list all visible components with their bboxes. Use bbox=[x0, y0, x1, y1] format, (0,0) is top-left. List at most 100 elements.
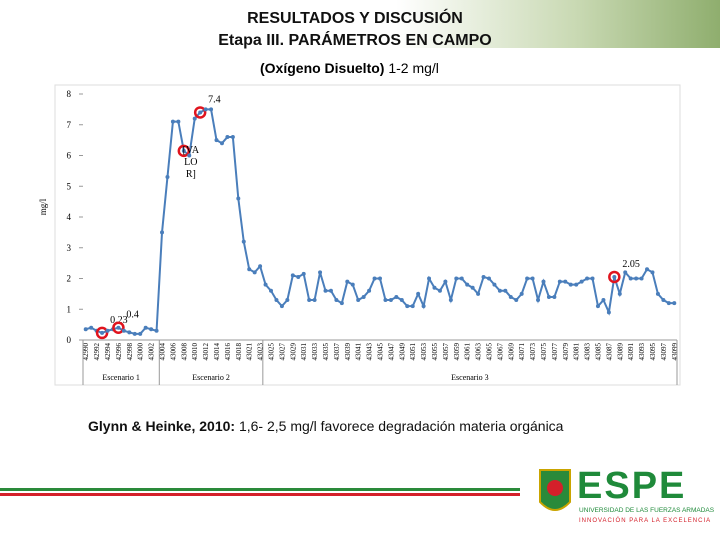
data-point bbox=[279, 304, 284, 309]
data-point bbox=[296, 274, 301, 279]
data-point bbox=[170, 119, 175, 124]
data-point bbox=[634, 276, 639, 281]
chart-title-rest: 1-2 mg/l bbox=[388, 60, 439, 76]
data-point bbox=[568, 282, 573, 287]
data-point bbox=[160, 230, 165, 235]
data-point bbox=[301, 271, 306, 276]
data-point bbox=[410, 304, 415, 309]
x-tick-label: 43002 bbox=[148, 343, 156, 361]
x-tick-label: 43085 bbox=[594, 343, 602, 361]
x-tick-label: 43018 bbox=[235, 343, 243, 361]
y-axis-label: mg/l bbox=[38, 198, 48, 215]
data-point bbox=[83, 327, 88, 332]
data-point bbox=[525, 276, 530, 281]
data-point bbox=[497, 288, 502, 293]
data-point bbox=[383, 298, 388, 303]
x-tick-label: 43027 bbox=[278, 343, 286, 361]
x-tick-label: 43023 bbox=[257, 343, 265, 361]
x-tick-label: 42994 bbox=[104, 343, 112, 361]
logo-emblem bbox=[547, 480, 563, 496]
data-point bbox=[263, 282, 268, 287]
x-tick-label: 43091 bbox=[627, 343, 635, 361]
data-point bbox=[334, 298, 339, 303]
x-tick-label: 43025 bbox=[268, 343, 276, 361]
data-point bbox=[470, 285, 475, 290]
chart-title: (Oxígeno Disuelto) 1-2 mg/l bbox=[260, 60, 439, 76]
logo-line2: INNOVACIÓN PARA LA EXCELENCIA bbox=[579, 517, 711, 524]
x-tick-label: 43051 bbox=[409, 343, 417, 361]
group-label: Escenario 2 bbox=[192, 373, 230, 382]
data-point bbox=[192, 116, 197, 121]
data-point bbox=[519, 291, 524, 296]
data-point bbox=[350, 282, 355, 287]
highlight-ring bbox=[193, 106, 207, 119]
x-tick-label: 43039 bbox=[344, 343, 352, 361]
data-point bbox=[465, 282, 470, 287]
data-point bbox=[258, 264, 263, 269]
data-point bbox=[285, 298, 290, 303]
data-point bbox=[666, 301, 671, 306]
slide-subtitle: Etapa III. PARÁMETROS EN CAMPO bbox=[218, 32, 492, 49]
data-point bbox=[574, 282, 579, 287]
data-point bbox=[247, 267, 252, 272]
data-point bbox=[661, 298, 666, 303]
x-tick-label: 43097 bbox=[660, 343, 668, 361]
data-point bbox=[127, 330, 132, 335]
data-point bbox=[536, 298, 541, 303]
data-point bbox=[378, 276, 382, 281]
data-point bbox=[236, 196, 241, 201]
x-tick-label: 43087 bbox=[605, 343, 613, 361]
x-tick-label: 43079 bbox=[562, 343, 570, 361]
data-point bbox=[421, 304, 426, 309]
x-tick-label: 43041 bbox=[355, 343, 363, 361]
y-tick-label: 6 bbox=[67, 151, 72, 161]
x-tick-label: 43055 bbox=[431, 343, 439, 361]
data-point bbox=[405, 304, 410, 309]
data-point bbox=[328, 288, 333, 293]
x-tick-label: 43033 bbox=[311, 343, 319, 361]
x-tick-label: 42998 bbox=[126, 343, 134, 361]
data-point bbox=[230, 135, 235, 140]
x-tick-label: 43016 bbox=[224, 343, 232, 361]
chart: (Oxígeno Disuelto) 1-2 mg/l mg/l 0 1 2 3 4 5 6… bbox=[38, 60, 681, 386]
data-point bbox=[612, 274, 617, 279]
data-point bbox=[645, 267, 650, 272]
data-point bbox=[443, 279, 448, 284]
data-point bbox=[590, 276, 595, 281]
data-point bbox=[650, 270, 655, 275]
x-tick-label: 43012 bbox=[202, 343, 210, 361]
data-point bbox=[241, 239, 246, 244]
data-point bbox=[399, 298, 404, 303]
data-point bbox=[432, 285, 437, 290]
x-tick-label: 43021 bbox=[246, 343, 254, 361]
logo: ESPE UNIVERSIDAD DE LAS FUERZAS ARMADAS … bbox=[539, 465, 715, 524]
data-point bbox=[628, 276, 633, 281]
group-label: Escenario 1 bbox=[102, 373, 140, 382]
x-tick-label: 43083 bbox=[584, 343, 592, 361]
data-point bbox=[508, 294, 513, 299]
x-tick-label: 43081 bbox=[573, 343, 581, 361]
data-point bbox=[165, 175, 170, 180]
y-tick-label: 2 bbox=[67, 274, 72, 284]
value-label: [VALOR] bbox=[182, 144, 200, 180]
data-point bbox=[209, 107, 214, 112]
x-tick-label: 43089 bbox=[616, 343, 624, 361]
x-tick-label: 43069 bbox=[507, 343, 515, 361]
data-point bbox=[116, 325, 121, 330]
data-point bbox=[530, 276, 535, 281]
data-point bbox=[252, 270, 257, 275]
data-point bbox=[121, 328, 126, 333]
data-point bbox=[437, 288, 442, 293]
data-point bbox=[454, 276, 459, 281]
x-tick-label: 43000 bbox=[137, 343, 145, 361]
data-point bbox=[181, 148, 186, 153]
x-tick-label: 42990 bbox=[82, 343, 90, 361]
data-point bbox=[187, 153, 192, 158]
data-point bbox=[290, 273, 295, 278]
x-tick-label: 43059 bbox=[453, 343, 461, 361]
highlight-ring bbox=[112, 321, 125, 334]
data-point bbox=[361, 294, 366, 299]
data-point bbox=[323, 288, 328, 293]
stripe-green bbox=[0, 488, 520, 491]
